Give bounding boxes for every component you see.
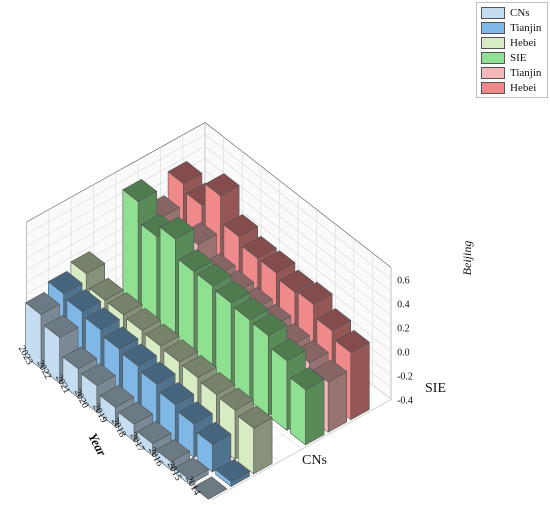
bar-top (181, 355, 217, 378)
bar-top (215, 459, 251, 483)
bar (237, 405, 273, 475)
bar-front (271, 348, 288, 432)
legend-label: SIE (510, 52, 527, 64)
bar-side (305, 378, 325, 446)
bar-top (204, 173, 240, 197)
bar-top (334, 329, 370, 353)
bar-top (316, 308, 352, 332)
bar-top (43, 314, 79, 338)
z-label-sie: SIE (425, 381, 446, 396)
bar-top (196, 263, 232, 287)
bar-top (62, 346, 98, 370)
bar (192, 476, 228, 500)
bar-top (159, 216, 195, 240)
legend-item: Hebei (481, 36, 536, 50)
bar-top (271, 338, 307, 362)
bar (289, 367, 325, 446)
bar-top (47, 271, 83, 294)
bar-top (122, 179, 158, 202)
z-tick-label: 0.6 (397, 276, 410, 287)
legend: CNs Tianjin Hebei SIE Tianjin Hebei (476, 2, 548, 98)
bar-top (192, 476, 228, 500)
legend-swatch (481, 67, 505, 79)
bar-top (84, 307, 120, 331)
bar-top (289, 367, 325, 391)
bar-top (200, 371, 236, 395)
legend-item: CNs (481, 6, 530, 20)
bar-top (163, 339, 199, 363)
bar-side (350, 341, 370, 421)
bar-top (70, 251, 106, 275)
bar-top (279, 269, 315, 293)
bar-top (25, 292, 61, 315)
legend-item: Tianjin (481, 66, 541, 80)
legend-label: Tianjin (510, 22, 542, 34)
bar-top (215, 280, 251, 304)
bar-top (260, 250, 296, 274)
bar-top (233, 297, 269, 321)
bar-top (66, 289, 102, 313)
legend-swatch (481, 37, 505, 49)
bar-top (118, 401, 154, 425)
bar-top (159, 382, 195, 405)
bar-top (107, 292, 143, 316)
bar-top (99, 384, 135, 408)
bar-top (136, 421, 172, 444)
bar-top (140, 361, 176, 385)
bar-front (252, 322, 269, 417)
z-tick-label: 0.4 (397, 300, 410, 311)
bar-side (327, 371, 348, 433)
legend-item: Tianjin (481, 21, 541, 35)
bar-top (88, 277, 124, 301)
bar-top (297, 281, 333, 305)
bar-top (80, 363, 116, 387)
bar (196, 421, 232, 473)
bar-top (252, 312, 288, 336)
legend-label: Hebei (510, 82, 537, 94)
bar-top (241, 235, 277, 259)
bar (173, 457, 209, 486)
bar (155, 439, 191, 471)
legend-swatch (481, 22, 505, 34)
bar-top (237, 405, 273, 429)
bar-top (223, 214, 259, 238)
z-tick-label: -0.2 (397, 372, 413, 383)
bar-top (219, 387, 255, 411)
bar-top (178, 248, 214, 272)
bar-front (215, 290, 232, 388)
bar-top (144, 323, 180, 347)
bar-top (122, 343, 158, 367)
legend-item: SIE (481, 51, 527, 65)
bar-top (196, 421, 232, 445)
x-axis-title: Year (85, 430, 110, 459)
bar-front (234, 307, 250, 403)
bar-top (167, 161, 203, 184)
bar-top (173, 457, 209, 481)
z-tick-label: 0.2 (397, 324, 410, 335)
bar-top (103, 326, 139, 350)
bar-top (177, 401, 213, 425)
bar (215, 459, 251, 488)
bar-top (312, 359, 348, 383)
bar-top (155, 439, 191, 463)
y-axis-title: Beijing (460, 241, 474, 276)
z-tick-label: 0.0 (397, 348, 410, 359)
bar-top (126, 307, 162, 331)
legend-swatch (481, 52, 505, 64)
legend-label: Hebei (510, 37, 537, 49)
legend-item: Hebei (481, 81, 536, 95)
z-label-cns: CNs (302, 453, 327, 468)
bars-group (25, 161, 370, 500)
legend-swatch (481, 7, 505, 19)
legend-swatch (481, 82, 505, 94)
legend-label: Tianjin (510, 67, 542, 79)
legend-label: CNs (510, 7, 530, 19)
z-tick-label: -0.4 (397, 396, 413, 407)
